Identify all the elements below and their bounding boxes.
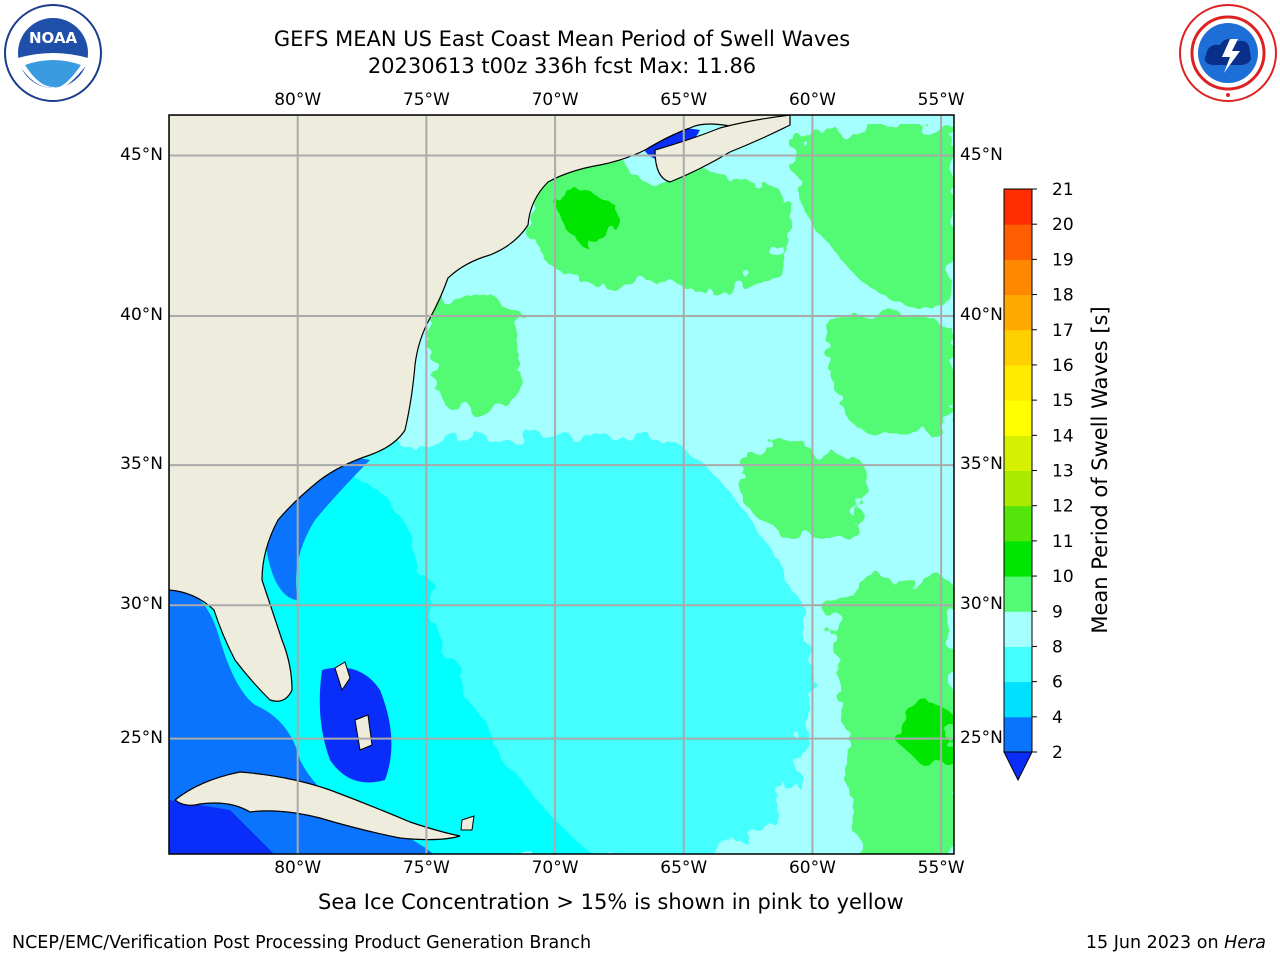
colorbar-segment: [1004, 435, 1032, 471]
colorbar-segment: [1004, 505, 1032, 542]
colorbar-tick-label: 12: [1052, 497, 1074, 517]
colorbar-segment: [1004, 716, 1032, 753]
lat-label-left: 45°N: [120, 144, 163, 165]
colorbar-segment: [1004, 540, 1032, 577]
footer-date: 15 Jun 2023 on Hera: [1086, 933, 1266, 953]
lon-label-top: 75°W: [402, 90, 450, 110]
graticule: [169, 115, 954, 854]
colorbar: 2 4 6 8 9 10 11 12 13 14 15 16 17 18 19 20 21: [1003, 180, 1074, 782]
lon-label-top: 80°W: [274, 90, 322, 110]
nova-scotia-land: [654, 115, 791, 183]
sea-ice-note: Sea Ice Concentration > 15% is shown in …: [318, 890, 904, 914]
colorbar-tick-label: 18: [1052, 286, 1074, 306]
colorbar-tick-label: 20: [1052, 215, 1074, 235]
colorbar-segment: [1004, 189, 1032, 225]
island: [460, 815, 475, 831]
lon-label-top: 65°W: [660, 90, 708, 110]
lon-label-bottom: 55°W: [917, 858, 965, 878]
lon-label-top: 70°W: [531, 90, 579, 110]
caribbean-deep-band: [169, 800, 274, 854]
noaa-logo-text: NOAA: [29, 29, 78, 47]
lon-label-bottom: 80°W: [274, 858, 322, 878]
colorbar-tick-label: 19: [1052, 250, 1074, 270]
lat-label-left: 30°N: [120, 594, 163, 615]
nws-logo: [1179, 4, 1277, 102]
lat-label-right: 35°N: [960, 454, 1003, 475]
colorbar-tick-label: 4: [1052, 708, 1063, 728]
colorbar-tick-label: 13: [1052, 462, 1074, 482]
colorbar-tick-label: 11: [1052, 532, 1074, 552]
lat-label-left: 25°N: [120, 727, 163, 748]
colorbar-segment: [1004, 470, 1032, 507]
colorbar-segment: [1004, 294, 1032, 331]
colorbar-tick-label: 15: [1052, 391, 1074, 411]
bahamas-island: [354, 714, 373, 751]
footer-date-text: 15 Jun 2023 on: [1085, 933, 1219, 953]
lat-label-left: 35°N: [120, 454, 163, 475]
colorbar-segment: [1004, 329, 1032, 366]
colorbar-segment: [1004, 611, 1032, 647]
lon-label-bottom: 75°W: [402, 858, 450, 878]
north-america-land: [169, 115, 791, 702]
map-area: [169, 115, 954, 854]
lightning-icon: [1222, 39, 1240, 73]
chart-title: GEFS MEAN US East Coast Mean Period of S…: [273, 27, 851, 51]
colorbar-tick-label: 9: [1052, 602, 1063, 622]
lon-label-top: 55°W: [917, 90, 965, 110]
lon-label-bottom: 60°W: [788, 858, 836, 878]
bahamas-island: [334, 661, 351, 692]
lat-label-right: 40°N: [960, 304, 1003, 325]
chart-subtitle: 20230613 t00z 336h fcst Max: 11.86: [367, 54, 757, 78]
lat-label-right: 25°N: [960, 727, 1003, 748]
cuba-land: [174, 771, 461, 841]
colorbar-segment: [1004, 224, 1032, 260]
colorbar-segment: [1004, 576, 1032, 612]
colorbar-tick-label: 2: [1052, 743, 1063, 763]
colorbar-label: Mean Period of Swell Waves [s]: [1088, 306, 1112, 633]
colorbar-tick-label: 21: [1052, 180, 1074, 200]
se-coast-band: [266, 458, 370, 600]
colorbar-tick-label: 17: [1052, 321, 1074, 341]
lon-label-bottom: 65°W: [660, 858, 708, 878]
footer-host: Hera: [1224, 933, 1266, 953]
colorbar-tick-label: 14: [1052, 426, 1074, 446]
colorbar-extend-arrow: [1003, 751, 1033, 782]
footer-branch: NCEP/EMC/Verification Post Processing Pr…: [12, 933, 592, 953]
colorbar-tick-label: 10: [1052, 567, 1074, 587]
colorbar-segment: [1004, 681, 1032, 718]
lat-label-left: 40°N: [120, 304, 163, 325]
colorbar-segment: [1004, 400, 1032, 436]
colorbar-segment: [1004, 364, 1032, 401]
colorbar-tick-label: 16: [1052, 356, 1074, 376]
noaa-logo: NOAA: [4, 4, 102, 102]
colorbar-tick-label: 8: [1052, 637, 1063, 657]
colorbar-tick-label: 6: [1052, 673, 1063, 693]
lon-label-bottom: 70°W: [531, 858, 579, 878]
lat-label-right: 45°N: [960, 144, 1003, 165]
lat-label-right: 30°N: [960, 594, 1003, 615]
lon-label-top: 60°W: [788, 90, 836, 110]
map-frame: [168, 114, 955, 855]
colorbar-segment: [1004, 259, 1032, 296]
colorbar-segment: [1004, 646, 1032, 683]
